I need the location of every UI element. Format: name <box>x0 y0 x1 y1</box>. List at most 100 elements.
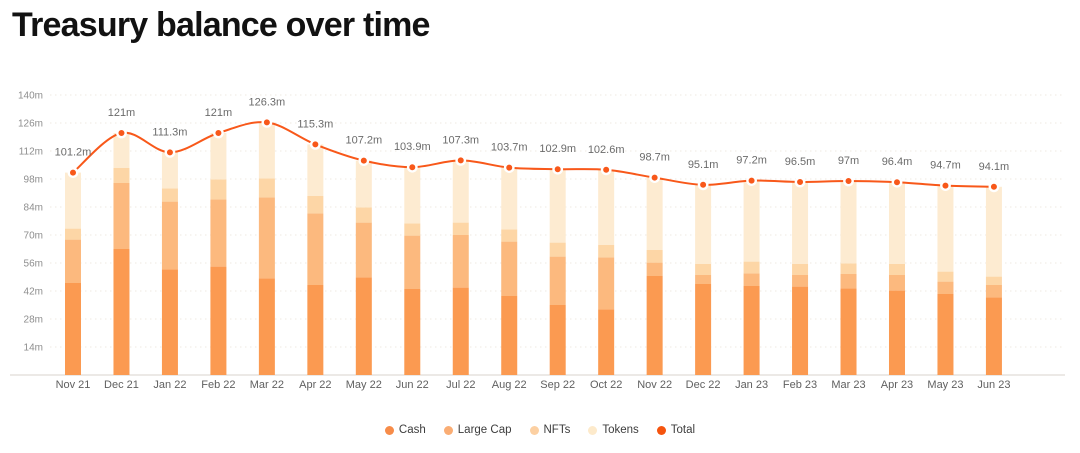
bar-segment-nfts[interactable] <box>452 222 469 235</box>
bar-segment-tokens[interactable] <box>743 180 760 262</box>
bar-segment-cash[interactable] <box>404 289 421 375</box>
bar-segment-nfts[interactable] <box>840 263 857 274</box>
bar-segment-nfts[interactable] <box>598 245 615 258</box>
bar-segment-large-cap[interactable] <box>258 197 275 279</box>
total-point[interactable] <box>552 163 564 175</box>
total-point[interactable] <box>697 179 709 191</box>
bar-segment-large-cap[interactable] <box>404 235 421 289</box>
bar-segment-tokens[interactable] <box>113 133 130 168</box>
bar-segment-large-cap[interactable] <box>113 183 130 249</box>
bar-segment-nfts[interactable] <box>549 242 566 257</box>
total-point[interactable] <box>940 180 951 192</box>
bar-segment-tokens[interactable] <box>161 152 178 189</box>
bar-segment-large-cap[interactable] <box>695 275 712 284</box>
legend-item-nfts[interactable]: NFTs <box>529 424 570 436</box>
bar-segment-cash[interactable] <box>65 283 81 375</box>
bar-segment-nfts[interactable] <box>695 264 712 275</box>
bar-segment-large-cap[interactable] <box>888 275 905 291</box>
total-point[interactable] <box>309 139 321 150</box>
bar-segment-nfts[interactable] <box>404 223 421 236</box>
total-point[interactable] <box>261 117 273 128</box>
bar-segment-tokens[interactable] <box>452 160 469 223</box>
bar-segment-nfts[interactable] <box>501 229 518 242</box>
bar-segment-large-cap[interactable] <box>792 275 809 287</box>
total-point[interactable] <box>406 161 418 173</box>
bar-segment-nfts[interactable] <box>210 179 227 200</box>
bar-segment-nfts[interactable] <box>258 178 275 198</box>
bar-segment-nfts[interactable] <box>307 196 324 214</box>
total-point[interactable] <box>213 127 224 139</box>
bar-segment-tokens[interactable] <box>646 177 663 250</box>
bar-segment-large-cap[interactable] <box>65 239 81 283</box>
bar-segment-nfts[interactable] <box>743 261 760 274</box>
bar-segment-large-cap[interactable] <box>355 222 372 278</box>
bar-segment-cash[interactable] <box>452 287 469 375</box>
bar-segment-tokens[interactable] <box>404 167 421 224</box>
total-point[interactable] <box>746 175 757 187</box>
bar-segment-large-cap[interactable] <box>501 241 518 296</box>
bar-segment-cash[interactable] <box>549 305 566 375</box>
legend-item-cash[interactable]: Cash <box>384 424 426 436</box>
bar-segment-nfts[interactable] <box>985 276 1002 285</box>
bar-segment-tokens[interactable] <box>888 182 905 264</box>
total-point[interactable] <box>503 162 515 174</box>
total-point[interactable] <box>67 167 79 179</box>
bar-segment-nfts[interactable] <box>646 250 663 263</box>
total-point[interactable] <box>988 181 1000 193</box>
bar-segment-cash[interactable] <box>695 284 712 375</box>
bar-segment-cash[interactable] <box>113 249 130 375</box>
bar-segment-large-cap[interactable] <box>307 213 324 285</box>
bar-segment-tokens[interactable] <box>501 167 518 230</box>
bar-segment-large-cap[interactable] <box>937 281 954 294</box>
bar-segment-tokens[interactable] <box>210 133 227 180</box>
bar-segment-cash[interactable] <box>598 309 615 375</box>
legend-item-large-cap[interactable]: Large Cap <box>443 424 512 436</box>
bar-segment-cash[interactable] <box>161 269 178 375</box>
bar-segment-large-cap[interactable] <box>210 199 227 267</box>
total-point[interactable] <box>116 127 127 139</box>
bar-segment-large-cap[interactable] <box>985 285 1002 298</box>
bar-segment-cash[interactable] <box>985 297 1002 375</box>
bar-segment-cash[interactable] <box>743 286 760 375</box>
bar-segment-nfts[interactable] <box>792 264 809 275</box>
bar-segment-nfts[interactable] <box>937 271 954 282</box>
bar-segment-large-cap[interactable] <box>840 274 857 289</box>
legend-item-tokens[interactable]: Tokens <box>588 424 639 436</box>
total-point[interactable] <box>843 175 854 187</box>
bar-segment-nfts[interactable] <box>161 188 178 202</box>
total-point[interactable] <box>164 147 176 158</box>
bar-segment-large-cap[interactable] <box>743 273 760 286</box>
bar-segment-tokens[interactable] <box>598 169 615 245</box>
bar-segment-cash[interactable] <box>258 278 275 375</box>
legend-item-total[interactable]: Total <box>656 424 695 436</box>
bar-segment-tokens[interactable] <box>840 181 857 264</box>
bar-segment-tokens[interactable] <box>985 186 1002 277</box>
bar-segment-large-cap[interactable] <box>646 262 663 276</box>
total-point[interactable] <box>891 176 903 188</box>
bar-segment-tokens[interactable] <box>65 172 81 229</box>
bar-segment-tokens[interactable] <box>355 160 372 208</box>
bar-segment-cash[interactable] <box>501 296 518 375</box>
bar-segment-cash[interactable] <box>888 290 905 375</box>
bar-segment-tokens[interactable] <box>307 144 324 196</box>
bar-segment-tokens[interactable] <box>937 185 954 272</box>
bar-segment-large-cap[interactable] <box>549 256 566 305</box>
bar-segment-cash[interactable] <box>840 288 857 375</box>
total-point[interactable] <box>649 172 661 184</box>
bar-segment-cash[interactable] <box>646 276 663 375</box>
bar-segment-large-cap[interactable] <box>161 201 178 270</box>
bar-segment-tokens[interactable] <box>549 169 566 243</box>
total-point[interactable] <box>794 176 806 188</box>
bar-segment-nfts[interactable] <box>113 168 130 183</box>
bar-segment-tokens[interactable] <box>695 184 712 264</box>
total-point[interactable] <box>600 164 612 176</box>
bar-segment-cash[interactable] <box>307 285 324 375</box>
bar-segment-tokens[interactable] <box>792 182 809 264</box>
bar-segment-large-cap[interactable] <box>452 235 469 288</box>
bar-segment-cash[interactable] <box>210 266 227 375</box>
bar-segment-cash[interactable] <box>355 277 372 375</box>
total-point[interactable] <box>358 155 370 167</box>
bar-segment-nfts[interactable] <box>355 207 372 223</box>
bar-segment-cash[interactable] <box>937 294 954 375</box>
bar-segment-nfts[interactable] <box>65 228 81 240</box>
